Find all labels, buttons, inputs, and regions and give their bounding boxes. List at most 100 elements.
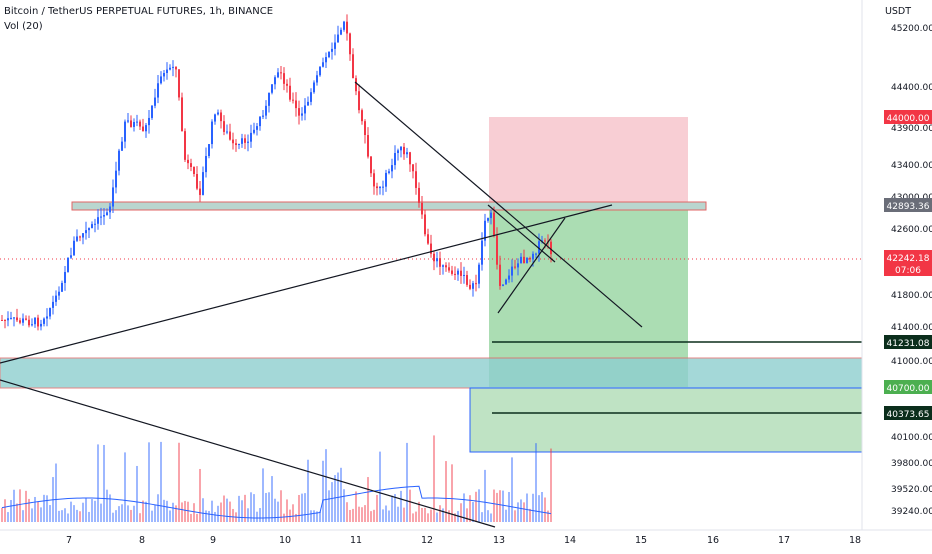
volume-bar <box>154 505 156 522</box>
lower-target-box[interactable] <box>469 387 863 453</box>
candle-body <box>4 320 6 322</box>
candle-body <box>373 173 375 187</box>
candle-body <box>487 218 489 221</box>
volume-bar <box>472 502 474 522</box>
volume-bar <box>367 477 369 522</box>
volume-bar <box>526 493 528 522</box>
candle-body <box>217 112 219 115</box>
candle-body <box>472 283 474 289</box>
volume-bar <box>541 491 543 522</box>
candle-body <box>352 54 354 79</box>
volume-bar <box>208 510 210 522</box>
volume-bar <box>37 501 39 522</box>
candle-body <box>58 291 60 296</box>
volume-bar <box>397 506 399 522</box>
falling-trendline[interactable] <box>354 81 643 328</box>
volume-bar <box>547 510 549 522</box>
volume-bar <box>403 507 405 522</box>
candle-body <box>295 100 297 109</box>
candle-body <box>91 224 93 229</box>
volume-bar <box>124 452 126 522</box>
volume-bar <box>103 444 105 522</box>
candle-body <box>451 270 453 274</box>
candle-body <box>235 143 237 146</box>
volume-bar <box>517 502 519 522</box>
candle-body <box>97 217 99 224</box>
volume-bar <box>373 509 375 522</box>
candle-body <box>406 152 408 155</box>
stop-price-label: 44000.00 <box>887 114 930 124</box>
time-tick: 7 <box>66 535 72 546</box>
candle-body <box>304 105 306 114</box>
candle-body <box>331 48 333 52</box>
volume-indicator-label[interactable]: Vol (20) <box>4 21 43 32</box>
triangle-rising-leg[interactable] <box>497 217 566 314</box>
price-tick: 40100.00 <box>891 433 932 443</box>
volume-bar <box>490 513 492 522</box>
symbol-title[interactable]: Bitcoin / TetherUS PERPETUAL FUTURES, 1h… <box>4 6 274 17</box>
volume-bar <box>268 492 270 522</box>
volume-bar <box>460 503 462 522</box>
volume-bar <box>253 494 255 522</box>
volume-bar <box>418 501 420 522</box>
stop-loss-zone[interactable] <box>489 117 688 205</box>
volume-bar <box>508 491 510 522</box>
volume-bar <box>319 511 321 522</box>
candle-body <box>346 21 348 34</box>
candle-body <box>268 92 270 106</box>
candle-body <box>367 135 369 157</box>
volume-ma-line <box>1 485 552 519</box>
volume-bar <box>523 502 525 522</box>
candle-body <box>232 139 234 144</box>
price-tick: 39240.00 <box>891 507 932 517</box>
candle-body <box>388 171 390 173</box>
resistance-zone[interactable] <box>71 201 707 211</box>
volume-bar <box>502 490 504 522</box>
volume-bar <box>298 494 300 522</box>
candle-body <box>484 220 486 241</box>
volume-bar <box>481 512 483 522</box>
volume-bar <box>85 498 87 522</box>
current-price-tag <box>884 250 932 276</box>
volume-bar <box>232 508 234 522</box>
candle-body <box>280 72 282 74</box>
candle-body <box>358 91 360 111</box>
zone-low-price-label: 40700.00 <box>887 384 930 394</box>
volume-bar <box>421 507 423 522</box>
lower-falling-trendline[interactable] <box>0 379 496 528</box>
volume-bar <box>295 513 297 522</box>
candle-body <box>397 150 399 154</box>
candle-body <box>382 186 384 188</box>
candle-body <box>154 97 156 106</box>
candle-body <box>205 155 207 173</box>
target1-price-tag <box>884 335 932 349</box>
candle-body <box>31 324 33 326</box>
volume-bar <box>289 509 291 522</box>
candle-body <box>319 66 321 76</box>
volume-bar <box>46 495 48 522</box>
volume-bar <box>1 507 3 522</box>
candle-body <box>247 141 249 143</box>
triangle-falling-leg[interactable] <box>487 204 556 263</box>
price-axis-currency: USDT <box>885 6 911 17</box>
candle-body <box>25 318 27 320</box>
volume-bar <box>244 494 246 522</box>
candle-body <box>19 320 21 323</box>
support-zone[interactable] <box>0 357 863 389</box>
candle-body <box>67 257 69 272</box>
volume-bar <box>166 500 168 522</box>
volume-bar <box>322 460 324 522</box>
candle-body <box>289 85 291 100</box>
volume-bar <box>160 441 162 522</box>
time-tick: 10 <box>279 535 291 546</box>
candle-body <box>7 318 9 321</box>
rising-trendline[interactable] <box>0 204 613 364</box>
volume-bar <box>385 505 387 522</box>
candle-body <box>250 132 252 142</box>
take-profit-zone[interactable] <box>489 205 688 387</box>
candle-body <box>349 33 351 55</box>
volume-bar <box>202 498 204 522</box>
candle-body <box>448 267 450 271</box>
